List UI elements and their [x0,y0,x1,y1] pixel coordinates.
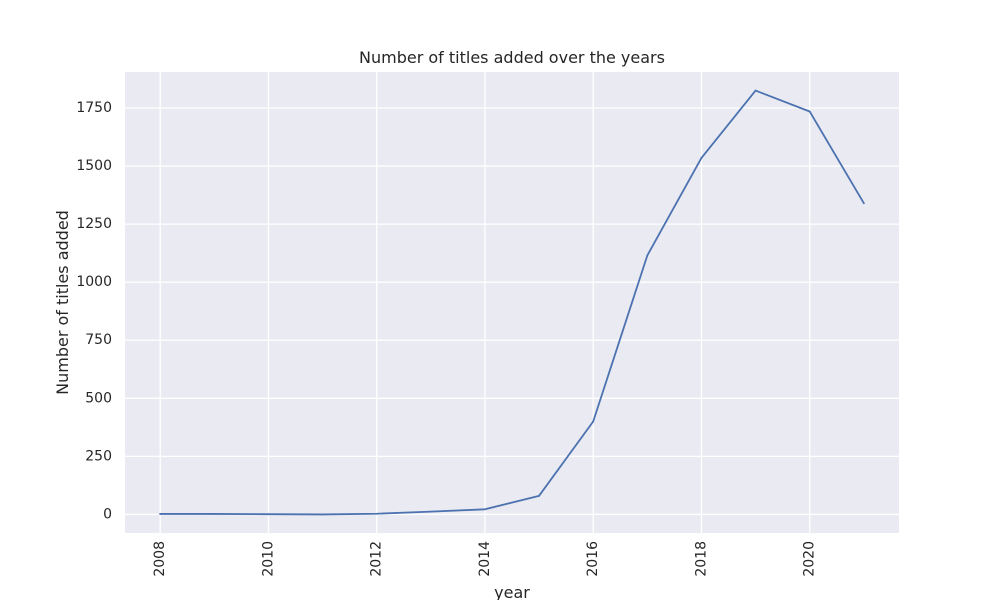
y-tick-label: 1000 [76,274,112,290]
y-tick-label: 500 [85,390,112,406]
y-tick-label: 1500 [76,158,112,174]
data-point [267,513,270,516]
series-line [159,89,865,516]
grid-lines [125,72,899,533]
series-layer [159,89,865,516]
data-point [538,494,540,497]
data-point [484,508,486,511]
data-point [862,202,865,205]
data-point [321,513,324,516]
y-tick-label: 1750 [76,100,112,116]
data-point [375,512,378,515]
data-point [808,110,811,113]
x-axis-label: year [494,583,530,600]
x-tick-label: 2012 [369,541,385,577]
data-point [700,157,703,159]
x-tick-label: 2014 [477,541,493,577]
x-tick-label: 2020 [802,541,818,577]
plot-area-background [125,72,899,533]
data-point [213,513,216,515]
y-tick-label: 1250 [76,216,112,232]
x-tick-labels: 2008 2010 2012 2014 2016 2018 2020 [152,541,818,577]
data-point [429,510,432,513]
x-tick-label: 2016 [585,541,601,577]
y-tick-label: 0 [103,506,112,522]
y-tick-label: 250 [85,448,112,464]
y-axis-label: Number of titles added [53,210,72,395]
data-point [754,89,757,92]
data-point [592,420,595,423]
data-point [646,254,649,257]
data-point [159,513,162,515]
x-tick-label: 2008 [152,541,168,577]
x-tick-label: 2018 [693,541,709,577]
x-tick-label: 2010 [260,541,276,577]
y-tick-label: 750 [85,332,112,348]
y-tick-labels: 0 250 500 750 1000 1250 1500 1750 [76,100,112,522]
chart-title: Number of titles added over the years [359,48,665,67]
